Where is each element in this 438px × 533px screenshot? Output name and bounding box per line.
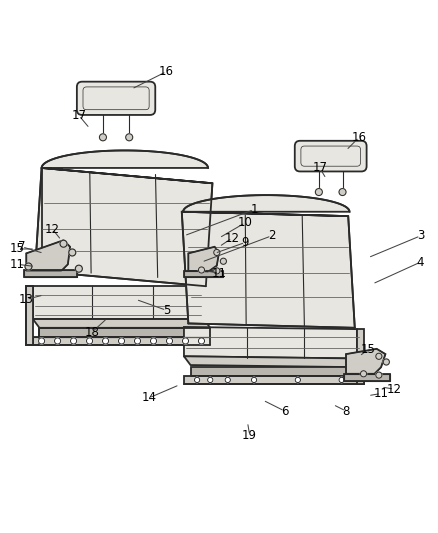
Polygon shape bbox=[35, 168, 212, 286]
Circle shape bbox=[71, 338, 77, 344]
Text: 8: 8 bbox=[343, 405, 350, 417]
Text: 10: 10 bbox=[238, 216, 253, 229]
Text: 7: 7 bbox=[18, 240, 26, 253]
Polygon shape bbox=[33, 336, 210, 345]
Text: 2: 2 bbox=[268, 229, 276, 243]
Polygon shape bbox=[42, 150, 212, 183]
Circle shape bbox=[166, 338, 173, 344]
Circle shape bbox=[225, 377, 230, 383]
Text: 14: 14 bbox=[141, 391, 156, 405]
Text: 12: 12 bbox=[45, 223, 60, 236]
Circle shape bbox=[54, 338, 60, 344]
Polygon shape bbox=[24, 270, 77, 278]
Polygon shape bbox=[344, 374, 390, 381]
Circle shape bbox=[69, 249, 76, 256]
Text: 9: 9 bbox=[241, 236, 249, 249]
Circle shape bbox=[118, 338, 124, 344]
Polygon shape bbox=[182, 212, 355, 328]
Polygon shape bbox=[184, 271, 223, 278]
Text: 6: 6 bbox=[281, 405, 289, 417]
Circle shape bbox=[214, 249, 220, 255]
Text: 16: 16 bbox=[159, 65, 174, 78]
Text: 5: 5 bbox=[163, 304, 170, 317]
Text: 16: 16 bbox=[352, 131, 367, 144]
Text: 4: 4 bbox=[417, 256, 424, 269]
Circle shape bbox=[208, 377, 213, 383]
Circle shape bbox=[99, 134, 106, 141]
Text: 19: 19 bbox=[242, 429, 257, 442]
Polygon shape bbox=[39, 328, 210, 336]
Text: 11: 11 bbox=[10, 258, 25, 271]
Circle shape bbox=[102, 338, 109, 344]
Circle shape bbox=[376, 372, 382, 378]
Polygon shape bbox=[33, 319, 210, 328]
Text: 17: 17 bbox=[312, 161, 327, 174]
Circle shape bbox=[182, 338, 188, 344]
Circle shape bbox=[376, 353, 382, 359]
Circle shape bbox=[25, 263, 32, 270]
Text: 11: 11 bbox=[374, 387, 389, 400]
Circle shape bbox=[383, 359, 389, 365]
Circle shape bbox=[134, 338, 141, 344]
Polygon shape bbox=[357, 329, 364, 384]
Text: 12: 12 bbox=[225, 231, 240, 245]
Circle shape bbox=[151, 338, 157, 344]
Polygon shape bbox=[346, 349, 385, 374]
Circle shape bbox=[39, 338, 45, 344]
Text: 3: 3 bbox=[417, 229, 424, 243]
Polygon shape bbox=[182, 195, 350, 216]
Circle shape bbox=[198, 338, 205, 344]
Polygon shape bbox=[184, 356, 364, 367]
Text: 1: 1 bbox=[250, 203, 258, 216]
Circle shape bbox=[339, 189, 346, 196]
Circle shape bbox=[194, 377, 200, 383]
Circle shape bbox=[86, 338, 93, 344]
Polygon shape bbox=[188, 247, 219, 272]
Text: 17: 17 bbox=[71, 109, 86, 122]
Circle shape bbox=[220, 258, 226, 264]
Circle shape bbox=[295, 377, 300, 383]
Text: 11: 11 bbox=[212, 266, 226, 280]
Text: 15: 15 bbox=[10, 243, 25, 255]
Circle shape bbox=[198, 267, 205, 273]
Text: 13: 13 bbox=[19, 293, 34, 306]
Circle shape bbox=[251, 377, 257, 383]
Text: 18: 18 bbox=[85, 326, 99, 338]
Circle shape bbox=[214, 268, 220, 274]
Text: 15: 15 bbox=[360, 343, 375, 356]
Circle shape bbox=[339, 377, 344, 383]
Circle shape bbox=[360, 371, 367, 377]
Polygon shape bbox=[33, 286, 204, 319]
Polygon shape bbox=[191, 367, 364, 376]
Circle shape bbox=[75, 265, 82, 272]
FancyBboxPatch shape bbox=[77, 82, 155, 115]
FancyBboxPatch shape bbox=[295, 141, 367, 172]
Polygon shape bbox=[184, 327, 357, 359]
Circle shape bbox=[60, 240, 67, 247]
Circle shape bbox=[315, 189, 322, 196]
Circle shape bbox=[126, 134, 133, 141]
Polygon shape bbox=[184, 376, 364, 384]
Polygon shape bbox=[26, 240, 70, 271]
Text: 12: 12 bbox=[387, 383, 402, 395]
Polygon shape bbox=[26, 286, 33, 345]
